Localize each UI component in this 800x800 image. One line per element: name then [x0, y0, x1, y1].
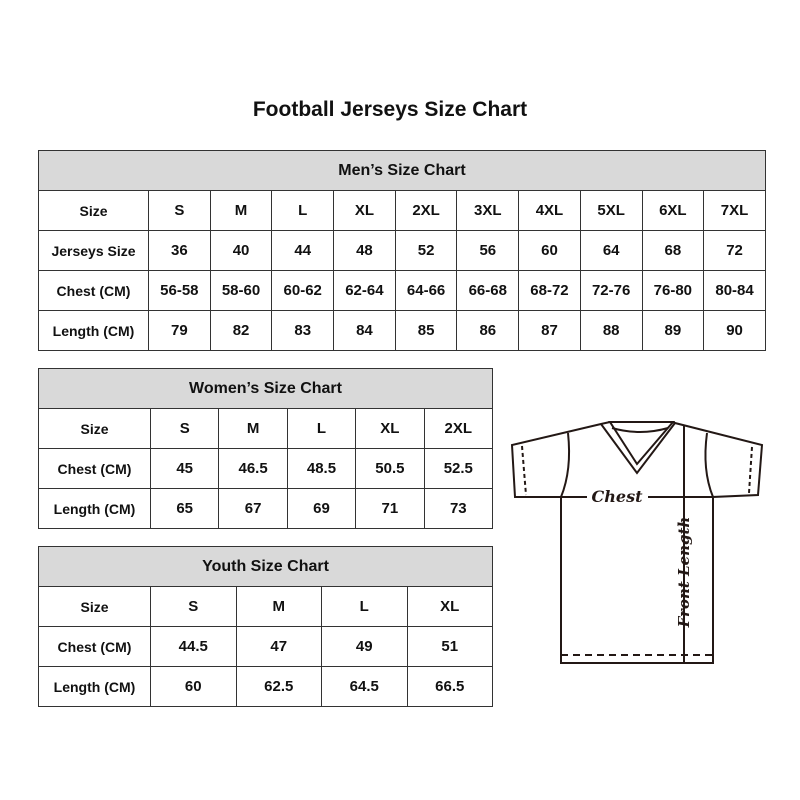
table-cell: 5XL — [579, 190, 643, 231]
caption-row: Youth Size Chart — [37, 546, 494, 587]
table-cell: 7XL — [703, 190, 766, 231]
table-cell: 90 — [703, 310, 766, 351]
table-cell: L — [271, 190, 335, 231]
table-cell: S — [150, 586, 237, 627]
table-cell: 84 — [333, 310, 396, 351]
table-cell: 85 — [394, 310, 458, 351]
table-cell: 87 — [518, 310, 581, 351]
table-cell: 4XL — [518, 190, 581, 231]
table-cell: 69 — [286, 488, 357, 529]
table-cell: 73 — [423, 488, 494, 529]
table-cell: 68-72 — [518, 270, 581, 311]
table-cell: 56-58 — [148, 270, 211, 311]
table-cell: 44 — [271, 230, 335, 271]
table-cell: XL — [406, 586, 494, 627]
table-cell: 45 — [149, 448, 220, 489]
table-cell: 88 — [579, 310, 643, 351]
jersey-outline-icon — [510, 421, 764, 664]
table-cell: 68 — [641, 230, 705, 271]
table-cell: 44.5 — [150, 626, 237, 667]
table-cell: 51 — [406, 626, 494, 667]
table-cell: 66.5 — [406, 666, 494, 707]
table-caption: Youth Size Chart — [37, 546, 494, 587]
row-label: Jerseys Size — [38, 230, 149, 271]
table-cell: 72-76 — [579, 270, 643, 311]
table-cell: M — [218, 408, 288, 449]
table-cell: 48.5 — [286, 448, 357, 489]
table-cell: 62-64 — [333, 270, 396, 311]
table-cell: 79 — [148, 310, 211, 351]
table-cell: 64.5 — [321, 666, 408, 707]
table-cell: 66-68 — [456, 270, 520, 311]
table-cell: 60-62 — [271, 270, 335, 311]
table-cell: M — [235, 586, 322, 627]
table-cell: 2XL — [423, 408, 494, 449]
caption-row: Men’s Size Chart — [38, 150, 766, 191]
front-length-label: Front Length — [675, 517, 693, 629]
table-cell: 80-84 — [703, 270, 766, 311]
table-cell: 76-80 — [641, 270, 705, 311]
table-caption: Women’s Size Chart — [37, 368, 494, 409]
table-cell: 6XL — [641, 190, 705, 231]
table-row: Chest (CM) 44.5 47 49 51 — [38, 626, 494, 667]
table-cell: XL — [333, 190, 396, 231]
table-caption: Men’s Size Chart — [38, 150, 766, 191]
row-label: Chest (CM) — [38, 448, 151, 489]
table-cell: XL — [355, 408, 425, 449]
table-cell: 60 — [150, 666, 237, 707]
table-cell: 40 — [209, 230, 273, 271]
table-row: Length (CM) 65 67 69 71 73 — [38, 488, 494, 529]
table-cell: 67 — [218, 488, 288, 529]
row-label: Length (CM) — [38, 488, 151, 529]
chest-label: Chest — [592, 487, 644, 506]
table-row: Size S M L XL 2XL 3XL 4XL 5XL 6XL 7XL — [38, 190, 766, 231]
table-cell: 62.5 — [235, 666, 322, 707]
row-label: Length (CM) — [38, 310, 149, 351]
table-cell: L — [286, 408, 357, 449]
table-row: Size S M L XL 2XL — [38, 408, 494, 449]
table-cell: 71 — [355, 488, 425, 529]
caption-row: Women’s Size Chart — [37, 368, 494, 409]
table-cell: 36 — [148, 230, 211, 271]
table-row: Length (CM) 79 82 83 84 85 86 87 88 89 90 — [38, 310, 766, 351]
row-label: Size — [38, 586, 151, 627]
table-row: Size S M L XL — [38, 586, 494, 627]
table-cell: 50.5 — [355, 448, 425, 489]
table-cell: 82 — [209, 310, 273, 351]
table-row: Length (CM) 60 62.5 64.5 66.5 — [38, 666, 494, 707]
row-label: Chest (CM) — [38, 626, 151, 667]
row-label: Size — [38, 190, 149, 231]
table-cell: 47 — [235, 626, 322, 667]
table-cell: 52.5 — [423, 448, 494, 489]
womens-size-table: Women’s Size Chart Size S M L XL 2XL Chest (CM)… — [37, 368, 494, 529]
row-label: Length (CM) — [38, 666, 151, 707]
table-cell: 64 — [579, 230, 643, 271]
table-cell: L — [321, 586, 408, 627]
mens-size-table: Men’s Size Chart Size S M L XL 2XL 3XL 4XL 5XL 6XL… — [38, 150, 766, 351]
table-cell: 65 — [149, 488, 220, 529]
row-label: Size — [38, 408, 151, 449]
table-row: Chest (CM) 45 46.5 48.5 50.5 52.5 — [38, 448, 494, 489]
youth-size-table: Youth Size Chart Size S M L XL Chest (CM) 44.5 4… — [37, 546, 494, 707]
table-cell: 49 — [321, 626, 408, 667]
table-cell: 86 — [456, 310, 520, 351]
table-row: Jerseys Size 36 40 44 48 52 56 60 64 68 72 — [38, 230, 766, 271]
table-cell: 48 — [333, 230, 396, 271]
page-title: Football Jerseys Size Chart — [252, 98, 528, 121]
table-cell: 60 — [518, 230, 581, 271]
